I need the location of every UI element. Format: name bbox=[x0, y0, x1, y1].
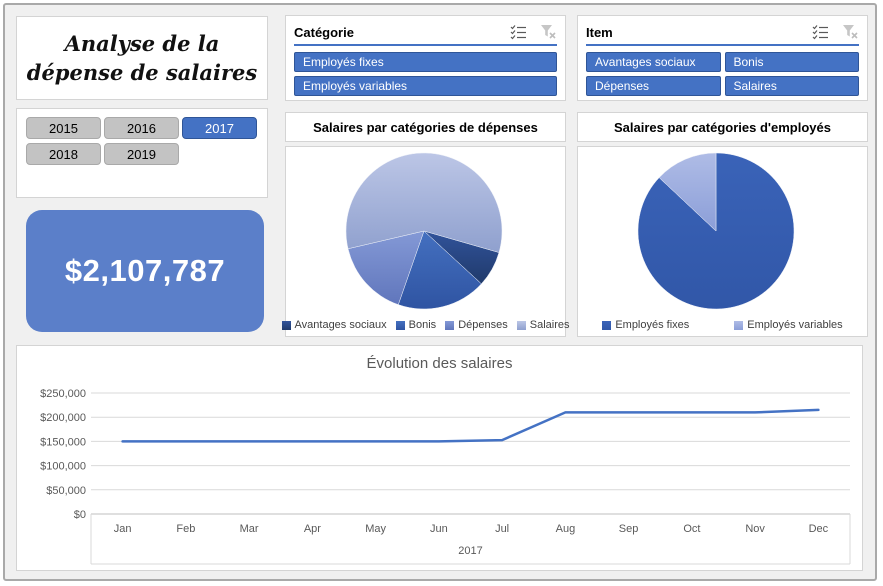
pie-slice-bonis bbox=[397, 230, 482, 310]
year-slicer: 2015 2016 2017 2018 2019 bbox=[16, 108, 268, 198]
slicer-item: Item Avantages sociaux Bonis Dépenses Salai… bbox=[577, 15, 868, 101]
y-tick-label: $250,000 bbox=[40, 388, 86, 400]
legend-item-bonis: Bonis bbox=[395, 319, 437, 331]
legend-swatch bbox=[516, 320, 526, 330]
year-button-2016[interactable]: 2016 bbox=[104, 117, 179, 139]
pie-chart-employes-svg bbox=[637, 152, 795, 310]
slicer-item-avantages-sociaux[interactable]: Avantages sociaux bbox=[586, 52, 721, 72]
multi-select-icon[interactable] bbox=[510, 24, 528, 40]
y-tick-label: $50,000 bbox=[46, 485, 86, 497]
legend-item-salaires: Salaires bbox=[516, 319, 570, 331]
dashboard-title: Analyse de la dépense de salaires bbox=[26, 30, 258, 85]
legend-swatch bbox=[602, 320, 612, 330]
legend-swatch bbox=[734, 320, 744, 330]
slicer-categorie-items: Employés fixes Employés variables bbox=[294, 52, 557, 96]
y-tick-label: $200,000 bbox=[40, 412, 86, 424]
line-chart-title: Évolution des salaires bbox=[366, 355, 513, 372]
y-tick-label: $0 bbox=[74, 509, 86, 521]
slicer-item-depenses[interactable]: Dépenses bbox=[586, 76, 721, 96]
y-tick-label: $100,000 bbox=[40, 461, 86, 473]
salary-line-series bbox=[121, 408, 820, 443]
dashboard-title-card: Analyse de la dépense de salaires bbox=[16, 16, 268, 100]
slicer-categorie: Catégorie Employés fixes Employés variabl… bbox=[285, 15, 566, 101]
legend-label: Bonis bbox=[408, 319, 437, 331]
legend-item-employes-fixes: Employés fixes bbox=[602, 319, 689, 331]
legend-label: Employés fixes bbox=[615, 319, 690, 331]
x-axis-year-label: 2017 bbox=[458, 545, 482, 557]
legend-label: Employés variables bbox=[747, 319, 843, 331]
pie-slice-depenses bbox=[347, 230, 425, 305]
pie1-title: Salaires par catégories de dépenses bbox=[313, 119, 538, 135]
year-button-2019[interactable]: 2019 bbox=[104, 143, 179, 165]
pie-slice-employes-variables bbox=[658, 152, 717, 232]
legend-swatch bbox=[281, 320, 291, 330]
x-tick-label: Jun bbox=[430, 523, 448, 535]
kpi-total-salaries: $2,107,787 bbox=[26, 210, 264, 332]
pie-chart-depenses-svg bbox=[345, 152, 503, 310]
slicer-item-title: Item bbox=[586, 24, 613, 40]
x-tick-label: May bbox=[365, 523, 386, 535]
slicer-categorie-title: Catégorie bbox=[294, 24, 354, 40]
legend-label: Dépenses bbox=[458, 319, 508, 331]
clear-filter-icon[interactable] bbox=[842, 24, 859, 40]
x-tick-label: Feb bbox=[176, 523, 195, 535]
slicer-item-employes-variables[interactable]: Employés variables bbox=[294, 76, 557, 96]
pie2-title: Salaires par catégories d'employés bbox=[614, 119, 831, 135]
pie1-title-box: Salaires par catégories de dépenses bbox=[285, 112, 566, 142]
slicer-categorie-header: Catégorie bbox=[294, 22, 557, 46]
clear-filter-icon[interactable] bbox=[540, 24, 557, 40]
x-tick-label: Sep bbox=[619, 523, 639, 535]
y-tick-label: $150,000 bbox=[40, 436, 86, 448]
legend-item-avantages-sociaux: Avantages sociaux bbox=[281, 319, 387, 331]
x-tick-label: Apr bbox=[304, 523, 321, 535]
multi-select-icon[interactable] bbox=[812, 24, 830, 40]
slicer-item-bonis[interactable]: Bonis bbox=[724, 52, 859, 72]
slicer-item-items: Avantages sociaux Bonis Dépenses Salaires bbox=[586, 52, 859, 96]
legend-label: Salaires bbox=[529, 319, 570, 331]
slicer-item-header: Item bbox=[586, 22, 859, 46]
legend-swatch bbox=[395, 320, 405, 330]
year-button-2018[interactable]: 2018 bbox=[26, 143, 101, 165]
x-tick-label: Jan bbox=[114, 523, 132, 535]
slicer-item-employes-fixes[interactable]: Employés fixes bbox=[294, 52, 557, 72]
legend-swatch bbox=[445, 320, 455, 330]
legend-item-employes-variables: Employés variables bbox=[734, 319, 843, 331]
legend-label: Avantages sociaux bbox=[294, 319, 387, 331]
x-tick-label: Oct bbox=[683, 523, 700, 535]
legend-item-depenses: Dépenses bbox=[445, 319, 508, 331]
x-tick-label: Nov bbox=[745, 523, 765, 535]
pie-slice-salaires bbox=[345, 152, 503, 253]
x-tick-label: Aug bbox=[556, 523, 576, 535]
pie1-legend: Avantages sociaux Bonis Dépenses Salaires bbox=[281, 319, 569, 331]
pie2-legend: Employés fixes Employés variables bbox=[578, 319, 867, 331]
year-button-2015[interactable]: 2015 bbox=[26, 117, 101, 139]
pie-slice-employes-fixes bbox=[637, 152, 795, 310]
line-chart-panel: Évolution des salaires $0 $50,000 $100,000… bbox=[16, 345, 863, 571]
x-tick-label: Dec bbox=[809, 523, 829, 535]
x-tick-label: Mar bbox=[240, 523, 259, 535]
year-slicer-items: 2015 2016 2017 2018 2019 bbox=[17, 109, 267, 173]
pie-chart-employes: Employés fixes Employés variables bbox=[577, 146, 868, 337]
pie2-title-box: Salaires par catégories d'employés bbox=[577, 112, 868, 142]
line-chart-svg: $0 $50,000 $100,000 $150,000 $200,000 $250,00… bbox=[40, 388, 851, 565]
year-button-2017[interactable]: 2017 bbox=[182, 117, 257, 139]
kpi-value: $2,107,787 bbox=[64, 253, 226, 288]
slicer-item-salaires[interactable]: Salaires bbox=[724, 76, 859, 96]
x-tick-label: Jul bbox=[495, 523, 509, 535]
pie-chart-depenses: Avantages sociaux Bonis Dépenses Salaires bbox=[281, 146, 569, 337]
